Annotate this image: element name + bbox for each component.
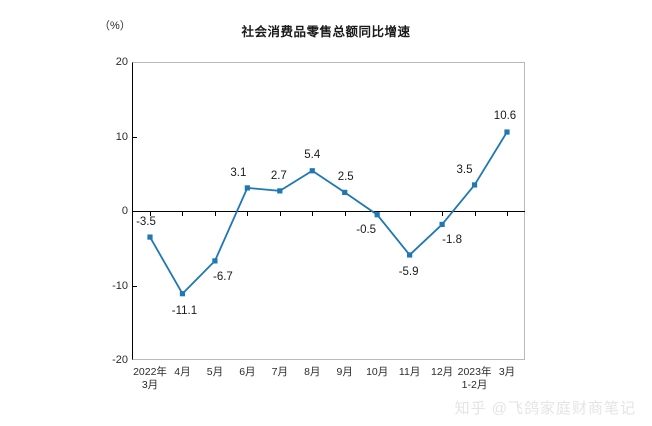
- watermark: 知乎 @飞鸽家庭财商笔记: [454, 400, 636, 417]
- x-axis-tick-label-line: 10月: [366, 366, 389, 378]
- data-point-marker: [309, 168, 315, 174]
- x-axis-tick-label: 6月: [239, 366, 255, 379]
- x-axis-tick-label-line: 2022年: [133, 366, 167, 378]
- x-axis-tick-label-line: 12月: [430, 366, 454, 378]
- data-value-label: 2.7: [270, 169, 287, 182]
- y-axis-tick-label: 10: [115, 130, 128, 143]
- x-axis-tick-label: 8月: [304, 366, 320, 379]
- x-axis-tick-mark: [279, 212, 281, 216]
- data-value-label: 10.6: [493, 110, 517, 123]
- x-axis-tick-label: 2022年 3月: [133, 366, 167, 392]
- x-axis-tick-mark: [442, 212, 444, 216]
- x-axis-tick-label-line: 2023年: [457, 366, 492, 378]
- y-axis-tick-label: -10: [112, 279, 128, 292]
- data-value-label: -5.9: [398, 265, 419, 278]
- x-axis-tick-label: 2023年 1-2月: [458, 366, 492, 392]
- x-axis-tick-label-line: 5月: [206, 366, 224, 378]
- data-point-marker: [212, 258, 218, 264]
- x-axis-tick-label: 4月: [174, 366, 190, 379]
- x-axis-tick-label-line: 9月: [336, 366, 353, 378]
- x-axis-tick-labels: 2022年 3月 4月 5月 6月 7月 8月 9月 10月 11月 12月 2023年 1-2月 3月: [132, 366, 525, 406]
- x-axis-tick-label-line: 3月: [141, 379, 159, 391]
- series-line: [149, 131, 508, 295]
- x-axis-tick-mark: [344, 212, 346, 216]
- data-value-label: -6.7: [212, 270, 233, 283]
- data-value-label: 3.1: [230, 166, 247, 179]
- y-axis-tick-label: -20: [112, 354, 128, 366]
- x-axis-tick-mark: [247, 212, 249, 216]
- x-axis-tick-mark: [214, 212, 216, 216]
- x-axis-tick-label-line: 11月: [398, 366, 421, 378]
- x-axis-tick-mark: [150, 212, 151, 216]
- x-axis-tick-label: 9月: [337, 366, 353, 379]
- y-axis-tick-mark: [132, 285, 137, 287]
- data-value-label: -3.5: [136, 216, 156, 229]
- x-axis-tick-label: 5月: [207, 366, 223, 379]
- x-axis-tick-label: 7月: [272, 366, 288, 379]
- y-axis-unit-label: （%）: [99, 20, 131, 32]
- y-axis-tick-labels: 20 10 0 -10 -20: [92, 56, 128, 366]
- y-axis-tick-label: 20: [115, 56, 128, 68]
- x-axis-tick-mark: [507, 212, 508, 216]
- data-value-label: -0.5: [356, 223, 377, 236]
- data-value-label: -11.1: [171, 304, 198, 317]
- data-point-marker: [471, 182, 478, 188]
- x-axis-tick-label: 10月: [366, 366, 388, 379]
- y-axis-tick-label: 0: [121, 205, 128, 217]
- data-point-marker: [277, 188, 283, 194]
- x-axis-tick-label-line: 4月: [174, 366, 191, 378]
- series-line-chart: [147, 129, 510, 297]
- x-axis-tick-label-line: 3月: [498, 366, 516, 378]
- data-point-marker: [179, 291, 186, 297]
- chart-title: 社会消费品零售总额同比增速: [241, 25, 411, 39]
- x-axis-tick-label: 3月: [499, 366, 515, 379]
- data-value-label: 3.5: [456, 163, 473, 176]
- x-axis-tick-mark: [182, 212, 184, 216]
- data-point-marker: [374, 212, 380, 218]
- data-point-marker: [439, 221, 445, 228]
- x-axis-tick-mark: [409, 212, 411, 216]
- data-point-marker: [244, 185, 250, 191]
- data-point-marker: [342, 189, 348, 195]
- x-axis-tick-label: 12月: [431, 366, 453, 379]
- x-axis-tick-label-line: 7月: [271, 366, 288, 378]
- x-axis-tick-mark: [474, 212, 476, 216]
- data-point-marker: [504, 129, 510, 135]
- x-axis-tick-label-line: 8月: [304, 366, 321, 378]
- data-value-label: -1.8: [442, 234, 462, 247]
- y-axis-tick-mark: [132, 136, 137, 138]
- data-point-marker: [407, 252, 413, 258]
- data-point-marker: [147, 234, 153, 240]
- x-axis-tick-label-line: 1-2月: [461, 379, 488, 391]
- data-value-label: 2.5: [337, 171, 354, 184]
- x-axis-tick-mark: [312, 212, 314, 216]
- x-axis-tick-label-line: 6月: [239, 366, 256, 378]
- data-value-label: 5.4: [304, 148, 321, 161]
- x-axis-tick-label: 11月: [399, 366, 420, 379]
